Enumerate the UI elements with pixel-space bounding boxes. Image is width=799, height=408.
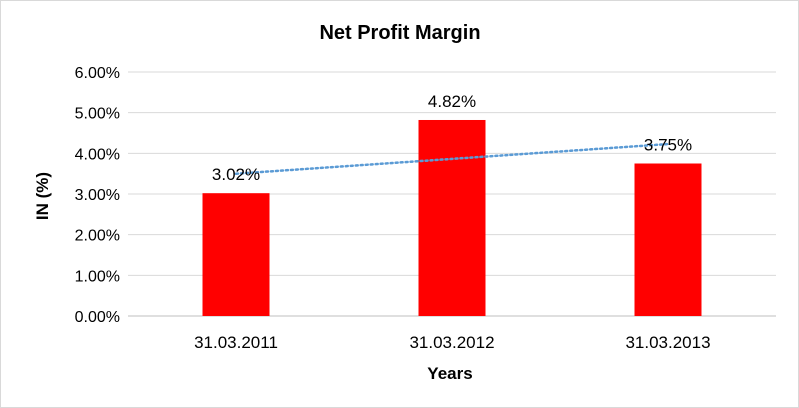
y-tick-label: 5.00% (75, 106, 120, 123)
x-tick-label: 31.03.2013 (625, 333, 710, 352)
bars (202, 119, 702, 316)
data-label: 4.82% (428, 92, 476, 111)
chart-title: Net Profit Margin (319, 22, 480, 44)
y-tick-label: 0.00% (75, 309, 120, 326)
trendline-group (234, 142, 670, 175)
y-tick-label: 4.00% (75, 146, 120, 163)
y-tick-label: 1.00% (75, 268, 120, 285)
y-tick-label: 3.00% (75, 187, 120, 204)
trendline (234, 142, 670, 175)
bar-31-03-2012 (418, 119, 486, 316)
data-labels: 3.02% 4.82% 3.75% (212, 92, 692, 184)
y-axis-title: IN (%) (33, 172, 52, 220)
x-tick-label: 31.03.2012 (409, 333, 494, 352)
x-axis-categories: 31.03.2011 31.03.2012 31.03.2013 (194, 333, 710, 352)
y-axis-ticks: 0.00% 1.00% 2.00% 3.00% 4.00% 5.00% 6.00% (75, 65, 120, 326)
bar-31-03-2013 (634, 163, 702, 316)
bar-31-03-2011 (202, 193, 270, 316)
y-tick-label: 2.00% (75, 228, 120, 245)
data-label: 3.75% (644, 136, 692, 155)
y-tick-label: 6.00% (75, 65, 120, 82)
x-tick-label: 31.03.2011 (194, 333, 278, 352)
data-label: 3.02% (212, 165, 260, 184)
x-axis-title: Years (427, 364, 472, 383)
